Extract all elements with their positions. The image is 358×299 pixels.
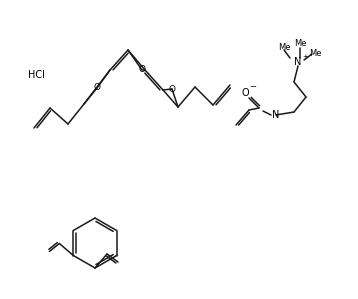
Text: O: O xyxy=(241,88,249,98)
Text: O: O xyxy=(169,85,175,94)
Text: HCl: HCl xyxy=(28,70,45,80)
Text: N: N xyxy=(272,110,280,120)
Text: Me: Me xyxy=(294,39,306,48)
Text: −: − xyxy=(250,83,256,91)
Text: O: O xyxy=(93,83,101,92)
Text: O: O xyxy=(139,65,145,74)
Text: +: + xyxy=(302,54,308,60)
Text: Me: Me xyxy=(278,43,290,53)
Text: N: N xyxy=(294,57,302,67)
Text: Me: Me xyxy=(309,50,321,59)
